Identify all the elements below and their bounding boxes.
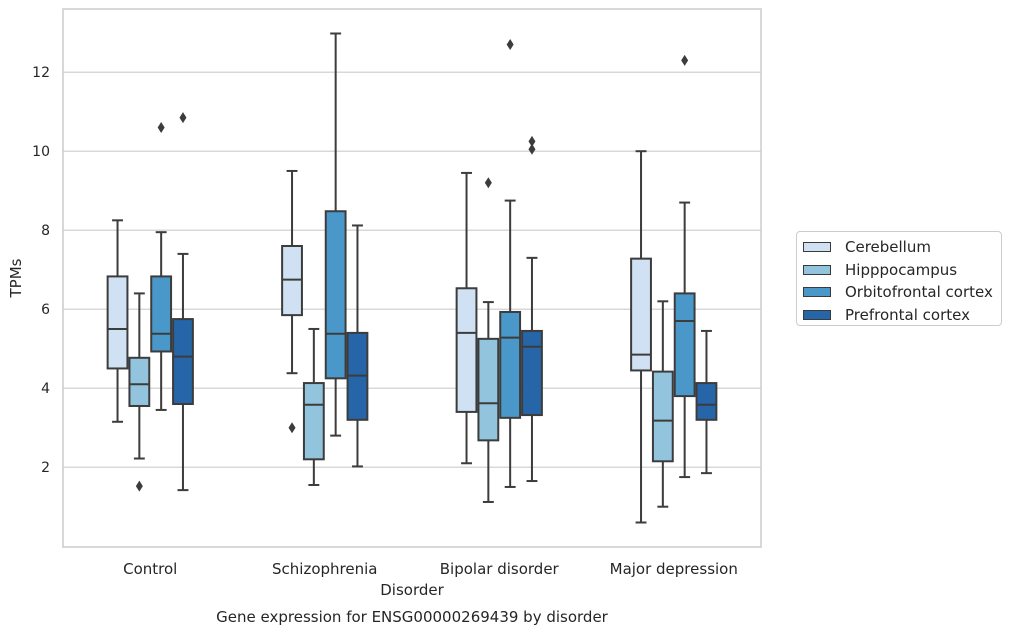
y-tick-label-6: 6: [41, 302, 50, 318]
y-tick-label-10: 10: [32, 144, 50, 160]
y-tick-labels: 2 4 6 8 10 12: [32, 65, 50, 476]
outlier-point: [528, 143, 536, 155]
legend-swatch-cerebellum: [803, 242, 831, 253]
y-tick-label-12: 12: [32, 65, 50, 81]
box-orbitofrontal-cortex-bipolar-disorder: [499, 39, 522, 488]
box-hipppocampus-schizophrenia: [302, 327, 325, 486]
box-cerebellum-schizophrenia: [281, 169, 303, 434]
box-iqr: [477, 337, 500, 442]
y-tick-label-2: 2: [41, 460, 50, 476]
y-axis-label: TPMs: [7, 258, 25, 298]
legend-swatch-orbitofrontal-cortex: [803, 287, 831, 298]
x-axis-label: Disorder: [380, 581, 444, 599]
box-iqr: [499, 310, 522, 419]
legend-item-orbitofrontal-cortex: Orbitofrontal cortex: [803, 281, 1001, 304]
box-orbitofrontal-cortex-major-depression: [673, 54, 696, 479]
x-tick-label-major-depression: Major depression: [610, 560, 738, 578]
box-orbitofrontal-cortex-control: [150, 122, 173, 411]
y-tick-label-8: 8: [41, 223, 50, 239]
box-iqr: [630, 257, 652, 372]
box-iqr: [172, 318, 194, 406]
legend-label-cerebellum: Cerebellum: [845, 238, 931, 257]
legend-item-cerebellum: Cerebellum: [803, 236, 1001, 259]
outlier-point: [135, 480, 143, 492]
legend-swatch-prefrontal-cortex: [803, 309, 831, 320]
x-tick-labels: Control Schizophrenia Bipolar disorder Majo…: [123, 560, 738, 578]
outlier-point: [681, 54, 689, 66]
box-orbitofrontal-cortex-schizophrenia: [324, 32, 347, 437]
box-iqr: [455, 287, 478, 413]
x-tick-label-control: Control: [123, 560, 177, 578]
legend-swatch-hippocampus: [803, 264, 831, 275]
chart-title: Gene expression for ENSG00000269439 by d…: [216, 608, 609, 626]
box-series-layer: [106, 32, 718, 524]
box-cerebellum-bipolar-disorder: [455, 171, 478, 465]
box-iqr: [673, 292, 696, 398]
box-iqr: [106, 275, 129, 370]
box-cerebellum-major-depression: [630, 150, 652, 524]
outlier-point: [528, 135, 536, 147]
box-iqr: [695, 382, 718, 421]
legend-item-hippocampus: Hipppocampus: [803, 259, 1001, 282]
outlier-point: [179, 112, 187, 124]
legend-label-prefrontal-cortex: Prefrontal cortex: [845, 305, 970, 324]
legend: Cerebellum Hipppocampus Orbitofrontal co…: [796, 231, 1002, 326]
box-prefrontal-cortex-control: [172, 112, 194, 492]
box-prefrontal-cortex-major-depression: [695, 329, 718, 475]
legend-item-prefrontal-cortex: Prefrontal cortex: [803, 304, 1001, 327]
y-tick-label-4: 4: [41, 381, 50, 397]
box-iqr: [651, 370, 674, 463]
box-iqr: [324, 210, 347, 380]
plot-area-frame: [62, 8, 762, 548]
outlier-point: [484, 177, 492, 189]
x-tick-label-bipolar-disorder: Bipolar disorder: [440, 560, 560, 578]
box-hipppocampus-bipolar-disorder: [477, 177, 500, 503]
box-iqr: [521, 329, 543, 417]
outlier-point: [506, 39, 514, 51]
outlier-point: [157, 122, 165, 134]
legend-label-orbitofrontal-cortex: Orbitofrontal cortex: [845, 283, 993, 302]
box-hipppocampus-major-depression: [651, 300, 674, 508]
box-iqr: [302, 382, 325, 461]
x-tick-label-schizophrenia: Schizophrenia: [272, 560, 377, 578]
box-prefrontal-cortex-schizophrenia: [346, 224, 369, 468]
box-hipppocampus-control: [128, 292, 151, 492]
box-iqr: [150, 275, 173, 353]
box-iqr: [128, 356, 151, 407]
outlier-point: [288, 422, 296, 434]
legend-label-hippocampus: Hipppocampus: [845, 260, 958, 279]
box-cerebellum-control: [106, 219, 129, 423]
box-prefrontal-cortex-bipolar-disorder: [521, 135, 543, 483]
